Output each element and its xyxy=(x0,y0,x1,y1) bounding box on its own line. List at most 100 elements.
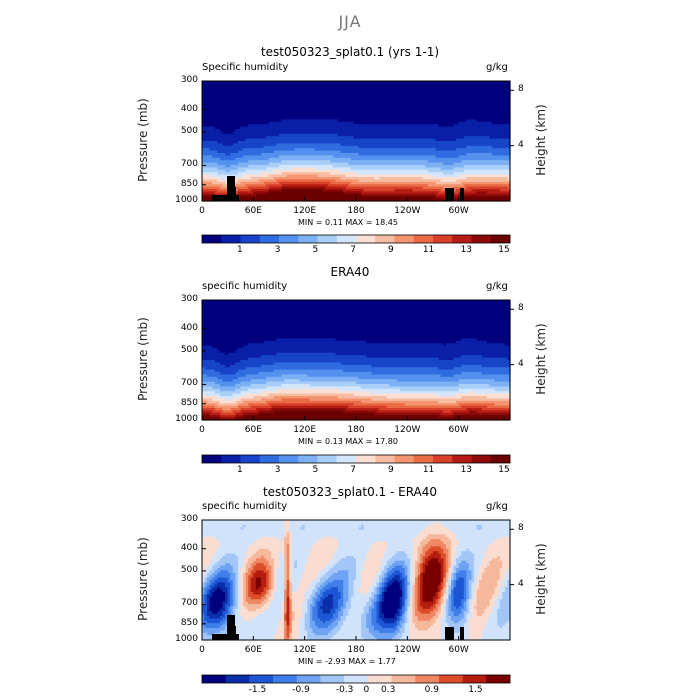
contour-cell xyxy=(409,587,414,591)
contour-cell xyxy=(245,568,249,571)
contour-cell xyxy=(502,584,509,588)
contour-cell xyxy=(481,572,501,576)
contour-cell xyxy=(407,606,411,610)
contour-cell xyxy=(253,191,270,195)
contour-cell xyxy=(271,565,275,569)
contour-cell xyxy=(327,184,349,188)
contour-cell xyxy=(273,558,280,562)
contour-cell xyxy=(494,601,501,605)
contour-cell xyxy=(404,618,408,622)
x-tick-label: 120E xyxy=(293,425,317,435)
contour-cell xyxy=(404,628,411,631)
contour-cell xyxy=(450,616,465,619)
contour-cell xyxy=(486,620,498,624)
contour-cell xyxy=(453,570,457,574)
contour-cell xyxy=(250,563,257,567)
contour-cell xyxy=(458,565,470,569)
contour-cell xyxy=(202,405,216,409)
contour-cell xyxy=(217,396,239,399)
contour-cell xyxy=(394,625,398,629)
contour-cell xyxy=(291,594,306,598)
contour-cell xyxy=(430,539,442,543)
contour-cell xyxy=(245,570,249,574)
contour-cell xyxy=(404,596,408,600)
contour-cell xyxy=(361,592,367,595)
contour-cell xyxy=(415,625,432,629)
contour-cell xyxy=(219,400,236,404)
contour-cell xyxy=(286,611,290,615)
contour-cell xyxy=(348,577,357,581)
contour-cell xyxy=(219,372,236,375)
contour-cell xyxy=(289,618,293,622)
contour-cell xyxy=(417,558,421,562)
contour-cell xyxy=(235,415,244,419)
contour-cell xyxy=(507,584,511,588)
contour-cell xyxy=(466,408,483,411)
contour-cell xyxy=(422,575,442,579)
contour-cell xyxy=(425,544,447,547)
contour-cell xyxy=(453,596,465,600)
contour-cell xyxy=(263,556,272,559)
contour-cell xyxy=(420,580,424,583)
contour-cell xyxy=(202,355,262,359)
contour-cell xyxy=(371,582,378,586)
contour-cell xyxy=(314,148,437,152)
contour-cell xyxy=(255,587,260,591)
contour-cell xyxy=(202,133,280,137)
contour-cell xyxy=(291,558,308,562)
contour-cell xyxy=(204,592,208,595)
contour-cell xyxy=(376,587,380,591)
contour-cell xyxy=(384,599,401,603)
contour-cell xyxy=(492,594,498,598)
contour-cell xyxy=(471,594,475,598)
contour-cell xyxy=(291,623,301,627)
contour-cell xyxy=(343,594,349,598)
contour-cell xyxy=(386,546,414,550)
contour-cell xyxy=(463,594,467,598)
contour-cell xyxy=(448,560,452,564)
contour-cell xyxy=(312,544,339,547)
contour-cell xyxy=(235,594,239,598)
contour-cell xyxy=(422,529,452,533)
contour-cell xyxy=(202,628,226,631)
contour-cell xyxy=(332,155,437,159)
contour-cell xyxy=(235,580,239,583)
contour-cell xyxy=(381,625,396,629)
contour-cell xyxy=(202,616,206,619)
contour-cell xyxy=(363,606,370,610)
contour-cell xyxy=(399,596,403,600)
contour-cell xyxy=(397,379,460,383)
contour-cell xyxy=(425,527,449,531)
contour-cell xyxy=(202,302,511,306)
topography-block xyxy=(445,627,454,640)
contour-cell xyxy=(284,524,290,528)
contour-cell xyxy=(289,544,293,547)
contour-cell xyxy=(250,587,257,591)
contour-cell xyxy=(373,628,398,631)
contour-cell xyxy=(456,558,475,562)
contour-cell xyxy=(322,604,334,607)
contour-cell xyxy=(348,584,355,588)
contour-cell xyxy=(340,143,511,147)
contour-cell xyxy=(343,410,378,414)
y-tick-label: 400 xyxy=(180,322,198,333)
contour-cell xyxy=(384,620,396,624)
contour-cell xyxy=(443,587,447,591)
contour-cell xyxy=(338,630,362,634)
contour-cell xyxy=(412,558,419,562)
contour-cell xyxy=(222,589,229,593)
contour-cell xyxy=(299,584,311,588)
contour-cell xyxy=(276,589,285,593)
contour-cell xyxy=(435,393,457,397)
contour-cell xyxy=(443,589,447,593)
contour-cell xyxy=(281,611,285,615)
contour-cell xyxy=(232,596,236,600)
contour-cell xyxy=(232,592,236,595)
contour-cell xyxy=(289,594,293,598)
contour-cell xyxy=(412,611,416,615)
contour-cell xyxy=(312,628,334,631)
contour-cell xyxy=(230,408,242,411)
contour-cell xyxy=(202,637,221,641)
contour-cell xyxy=(486,548,511,552)
contour-cell xyxy=(440,539,452,543)
